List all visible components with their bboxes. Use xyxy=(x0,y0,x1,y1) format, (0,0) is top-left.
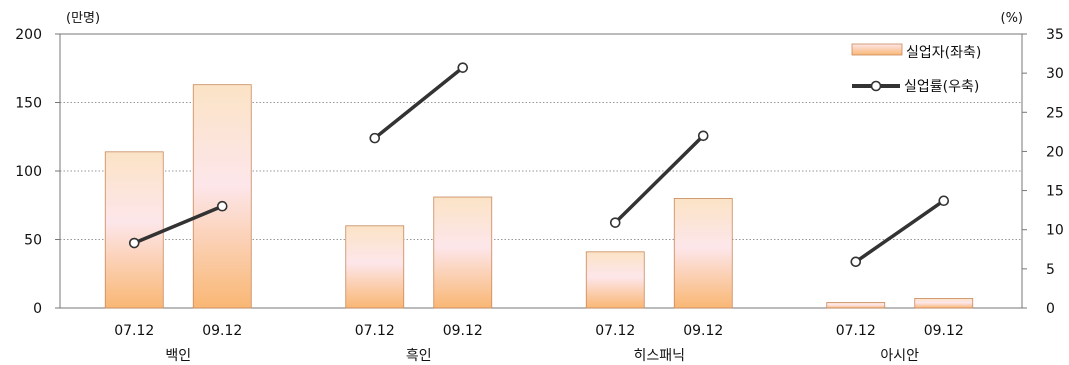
right-tick-label: 15 xyxy=(1046,184,1064,200)
left-tick-label: 150 xyxy=(15,96,42,112)
line-point xyxy=(609,217,621,228)
line-point xyxy=(697,130,709,142)
line-series xyxy=(128,62,950,268)
bar-series xyxy=(104,84,974,309)
series-line xyxy=(132,204,224,245)
series-line xyxy=(373,65,465,140)
x-axis-labels: 07.12 09.12 백인 07.12 09.12 흑인 07.12 09.12 히스패닉 07… xyxy=(114,323,964,364)
line-point xyxy=(128,237,140,249)
line-point xyxy=(457,62,469,73)
left-axis-ticks: 0 50 100 150 200 xyxy=(15,27,60,317)
bar xyxy=(826,302,886,309)
left-tick-label: 50 xyxy=(24,233,42,249)
legend: 실업자(좌축) 실업률(우축) xyxy=(851,43,981,95)
x-tick-label: 07.12 xyxy=(836,323,876,339)
x-tick-label: 09.12 xyxy=(924,323,964,339)
right-tick-label: 35 xyxy=(1046,27,1064,43)
right-axis-unit: (%) xyxy=(1001,11,1024,26)
bar xyxy=(192,84,252,309)
line-point xyxy=(938,195,950,207)
right-tick-label: 0 xyxy=(1046,301,1055,317)
x-tick-label: 07.12 xyxy=(595,323,635,339)
x-tick-label: 09.12 xyxy=(443,323,483,339)
series-line xyxy=(854,198,946,264)
left-tick-label: 200 xyxy=(15,27,42,43)
legend-bar-swatch xyxy=(851,43,903,56)
x-group-label: 히스패닉 xyxy=(633,348,685,364)
right-tick-label: 10 xyxy=(1046,223,1064,239)
legend-label-line: 실업률(우축) xyxy=(904,79,979,95)
x-tick-label: 09.12 xyxy=(202,323,242,339)
line-point xyxy=(850,256,862,268)
legend-label-bars: 실업자(좌축) xyxy=(906,45,981,61)
bar xyxy=(104,151,164,309)
legend-marker-icon xyxy=(870,80,882,92)
series-line xyxy=(613,134,705,225)
line-point xyxy=(216,200,228,212)
right-tick-label: 25 xyxy=(1046,105,1064,121)
gridlines xyxy=(60,102,1022,240)
x-tick-label: 09.12 xyxy=(683,323,723,339)
x-group-label: 흑인 xyxy=(406,347,432,364)
x-tick-label: 07.12 xyxy=(355,323,395,339)
bar xyxy=(345,225,405,309)
right-axis-ticks: 0 5 10 15 20 25 30 35 xyxy=(1022,27,1064,317)
bar xyxy=(673,197,733,309)
right-tick-label: 20 xyxy=(1046,144,1064,160)
bar xyxy=(585,251,645,309)
left-tick-label: 100 xyxy=(15,164,42,180)
left-axis-unit: (만명) xyxy=(66,11,100,26)
bar xyxy=(914,298,974,309)
line-point xyxy=(369,132,381,144)
x-group-label: 아시안 xyxy=(880,348,919,364)
right-tick-label: 30 xyxy=(1046,66,1064,82)
x-tick-label: 07.12 xyxy=(114,323,154,339)
left-tick-label: 0 xyxy=(33,301,42,317)
x-group-label: 백인 xyxy=(165,348,191,364)
bar xyxy=(433,196,493,309)
right-tick-label: 5 xyxy=(1046,262,1055,278)
